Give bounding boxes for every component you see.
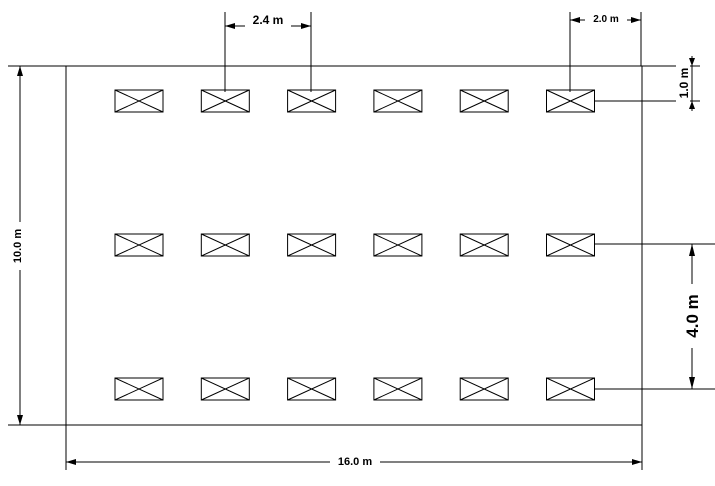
light-fixture: [459, 89, 509, 113]
dimension-label-room-height: 10.0 m: [12, 229, 24, 263]
light-fixture: [373, 377, 423, 401]
fixture-grid: [114, 89, 595, 401]
dimension-row-spacing: 4.0 m: [594, 243, 715, 390]
light-fixture: [459, 233, 509, 257]
light-fixture: [287, 377, 337, 401]
light-fixture: [459, 377, 509, 401]
dimension-label-room-width: 16.0 m: [338, 456, 372, 468]
light-fixture: [546, 89, 595, 113]
room-outline: [65, 65, 643, 426]
dimension-label-edge-offset-x: 2.0 m: [593, 14, 619, 25]
dimension-fixture-spacing: 2.4 m: [224, 12, 312, 92]
light-fixture: [114, 89, 164, 113]
dimension-edge-offset-y: 1.0 m: [594, 56, 700, 111]
dimension-label-edge-offset-y: 1.0 m: [677, 68, 691, 99]
light-fixture: [373, 89, 423, 113]
light-fixture: [200, 89, 250, 113]
dimension-room-width: 16.0 m: [65, 425, 643, 470]
light-fixture: [546, 377, 595, 401]
light-fixture: [200, 233, 250, 257]
dimension-label-row-spacing: 4.0 m: [683, 294, 702, 337]
light-fixture: [373, 233, 423, 257]
light-fixture: [114, 377, 164, 401]
light-fixture: [200, 377, 250, 401]
dimension-edge-offset-x: 2.0 m: [569, 12, 642, 92]
dimension-room-height: 10.0 m: [8, 65, 66, 426]
light-fixture: [287, 233, 337, 257]
light-fixture: [114, 233, 164, 257]
light-fixture: [287, 89, 337, 113]
light-fixture: [546, 233, 595, 257]
dimension-label-fixture-spacing: 2.4 m: [253, 13, 284, 27]
